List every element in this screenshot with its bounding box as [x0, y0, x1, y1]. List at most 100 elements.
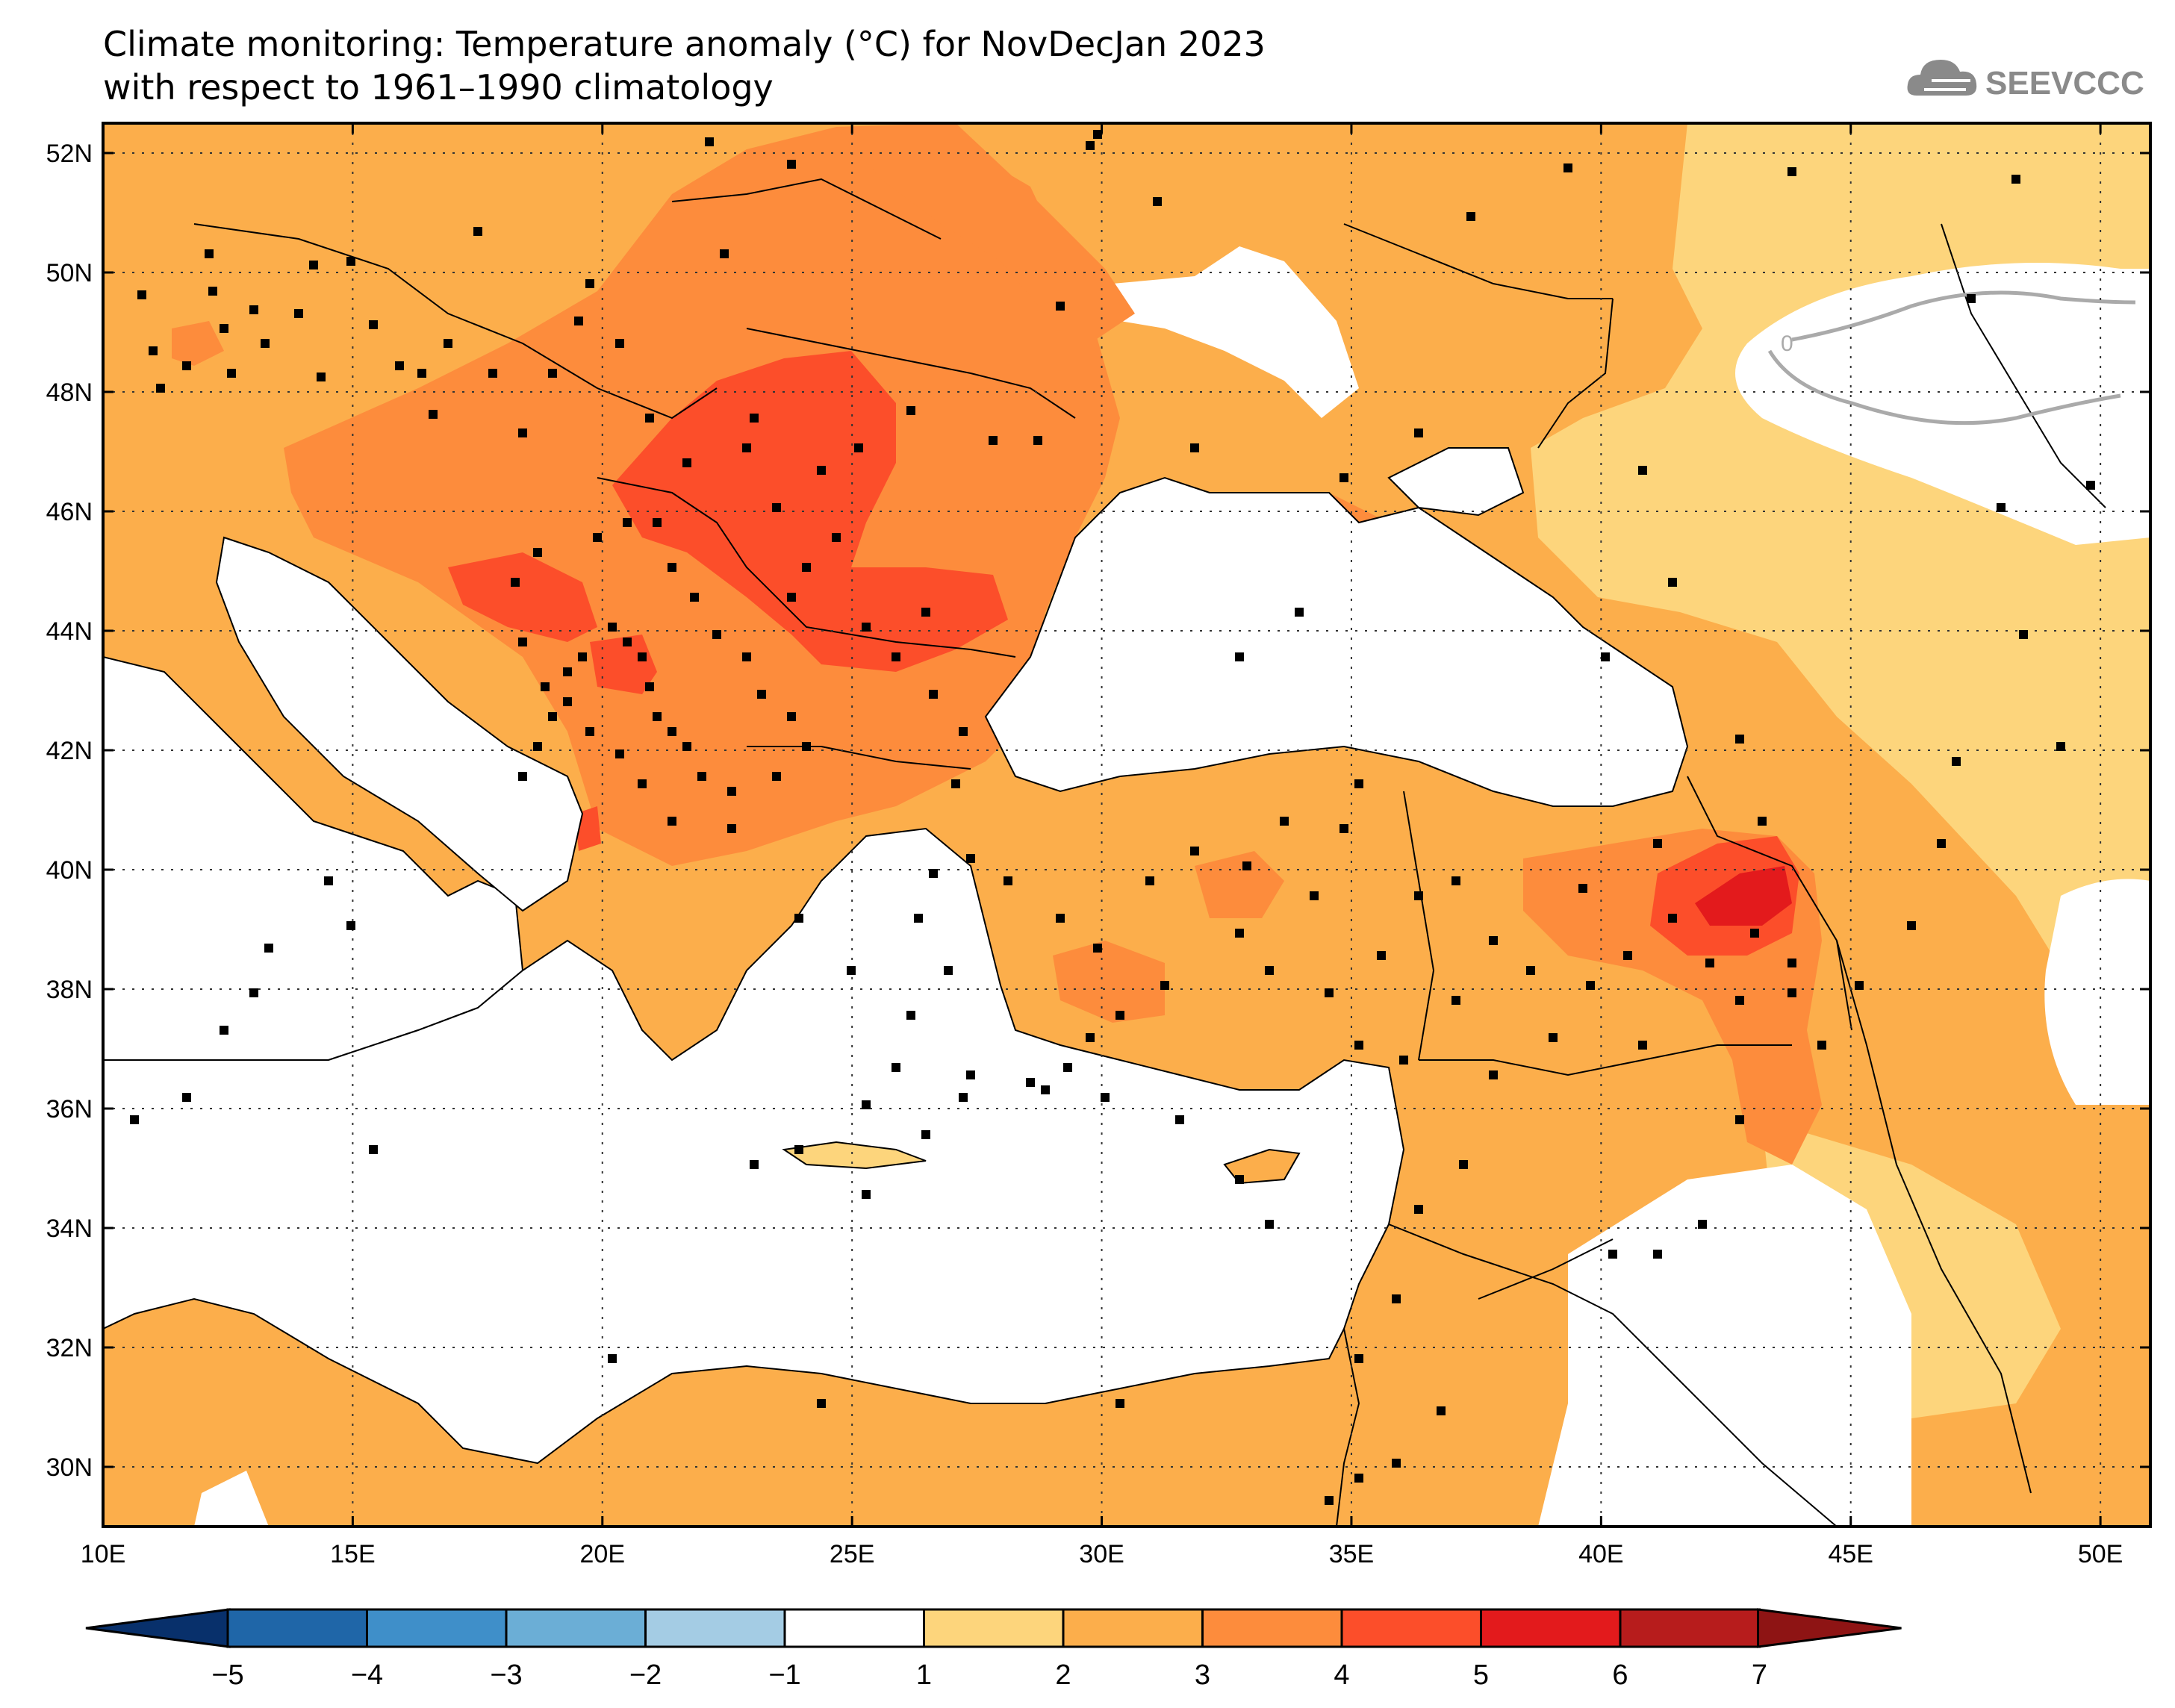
map-title: Climate monitoring: Temperature anomaly … — [103, 22, 1266, 109]
station-marker — [1392, 1459, 1401, 1468]
station-marker — [1190, 443, 1199, 452]
colorbar-segment — [226, 1608, 368, 1648]
station-marker — [1354, 1474, 1363, 1483]
station-marker — [608, 1354, 617, 1363]
station-marker — [182, 1093, 191, 1102]
station-marker — [615, 339, 624, 348]
colorbar-high-arrow — [1757, 1608, 1902, 1648]
station-marker — [156, 384, 165, 393]
station-marker — [2019, 630, 2028, 639]
station-marker — [130, 1115, 139, 1124]
station-marker — [1101, 1093, 1110, 1102]
station-marker — [1280, 817, 1289, 826]
station-marker — [1063, 1063, 1072, 1072]
station-marker — [772, 772, 781, 781]
station-marker — [1115, 1399, 1124, 1408]
lat-tick-label: 46N — [46, 498, 93, 526]
colorbar-segment — [1480, 1608, 1622, 1648]
colorbar-label: 5 — [1473, 1659, 1489, 1691]
station-marker — [1638, 1041, 1647, 1050]
colorbar-label: −4 — [351, 1659, 383, 1691]
station-marker — [1041, 1085, 1050, 1094]
station-marker — [1325, 988, 1334, 997]
lat-tick-label: 36N — [46, 1095, 93, 1123]
anomaly-4-5-pannonian — [612, 351, 1008, 672]
station-marker — [1354, 1354, 1363, 1363]
colorbar-label: −3 — [490, 1659, 522, 1691]
station-marker — [1414, 1205, 1423, 1214]
station-marker — [921, 608, 930, 617]
station-marker — [757, 690, 766, 699]
station-marker — [548, 369, 557, 378]
station-marker — [1466, 212, 1475, 221]
station-marker — [989, 436, 998, 445]
map-axes: 10E 15E 20E 25E 30E 35E 40E 45E 50E 52N 50N 48N 46N 4… — [46, 123, 2150, 1568]
station-marker — [742, 443, 751, 452]
station-marker — [944, 966, 953, 975]
station-marker — [638, 779, 647, 788]
station-marker — [727, 787, 736, 796]
station-marker — [1056, 914, 1065, 923]
station-marker — [1056, 302, 1065, 311]
station-marker — [705, 137, 714, 146]
station-marker — [249, 988, 258, 997]
station-marker — [1750, 929, 1759, 938]
lat-tick-label: 30N — [46, 1453, 93, 1482]
station-marker — [750, 1160, 759, 1169]
station-marker — [847, 966, 856, 975]
station-marker — [346, 921, 355, 930]
station-marker — [1242, 861, 1251, 870]
lon-tick-label: 25E — [830, 1540, 875, 1568]
anomaly-near-zero-africa — [194, 1471, 269, 1527]
station-marker — [966, 854, 975, 863]
station-marker — [488, 369, 497, 378]
lon-tick-label: 15E — [330, 1540, 376, 1568]
station-marker — [417, 369, 426, 378]
lat-tick-label: 44N — [46, 617, 93, 646]
station-marker — [1451, 996, 1460, 1005]
station-marker — [1735, 1115, 1744, 1124]
colorbar-label: 7 — [1752, 1659, 1767, 1691]
lon-tick-label: 20E — [580, 1540, 626, 1568]
station-marker — [1668, 914, 1677, 923]
station-marker — [518, 772, 527, 781]
station-marker — [1549, 1033, 1558, 1042]
station-marker — [862, 623, 871, 632]
cloud-icon — [1907, 60, 1977, 96]
lat-tick-label: 42N — [46, 737, 93, 765]
station-marker — [862, 1100, 871, 1109]
station-marker — [653, 712, 662, 721]
station-marker — [1235, 929, 1244, 938]
station-marker — [668, 563, 676, 572]
colorbar-low-arrow — [85, 1608, 231, 1648]
station-marker — [563, 697, 572, 706]
lon-tick-label: 30E — [1079, 1540, 1124, 1568]
station-marker — [1235, 1175, 1244, 1184]
anomaly-4-5-balkans — [590, 635, 657, 694]
lat-tick-label: 48N — [46, 378, 93, 407]
station-marker — [1735, 735, 1744, 744]
station-marker — [1459, 1160, 1468, 1169]
anomaly-near-zero-caspian — [2044, 879, 2150, 1105]
station-marker — [346, 257, 355, 266]
station-marker — [1086, 1033, 1095, 1042]
map-area: 0 — [103, 123, 2150, 1527]
station-marker — [1093, 130, 1102, 139]
station-marker — [1451, 876, 1460, 885]
station-marker — [294, 309, 303, 318]
station-marker — [817, 466, 826, 475]
station-marker — [1160, 981, 1169, 990]
station-marker — [668, 817, 676, 826]
colorbar-label: 3 — [1195, 1659, 1210, 1691]
station-marker — [1705, 959, 1714, 967]
station-marker — [1735, 996, 1744, 1005]
seevccc-logo: SEEVCCC — [1907, 60, 2144, 102]
station-marker — [261, 339, 270, 348]
station-marker — [578, 652, 587, 661]
station-marker — [712, 630, 721, 639]
station-marker — [1004, 876, 1012, 885]
station-marker — [2056, 742, 2065, 751]
station-marker — [1758, 817, 1767, 826]
station-marker — [563, 667, 572, 676]
station-marker — [1817, 1041, 1826, 1050]
